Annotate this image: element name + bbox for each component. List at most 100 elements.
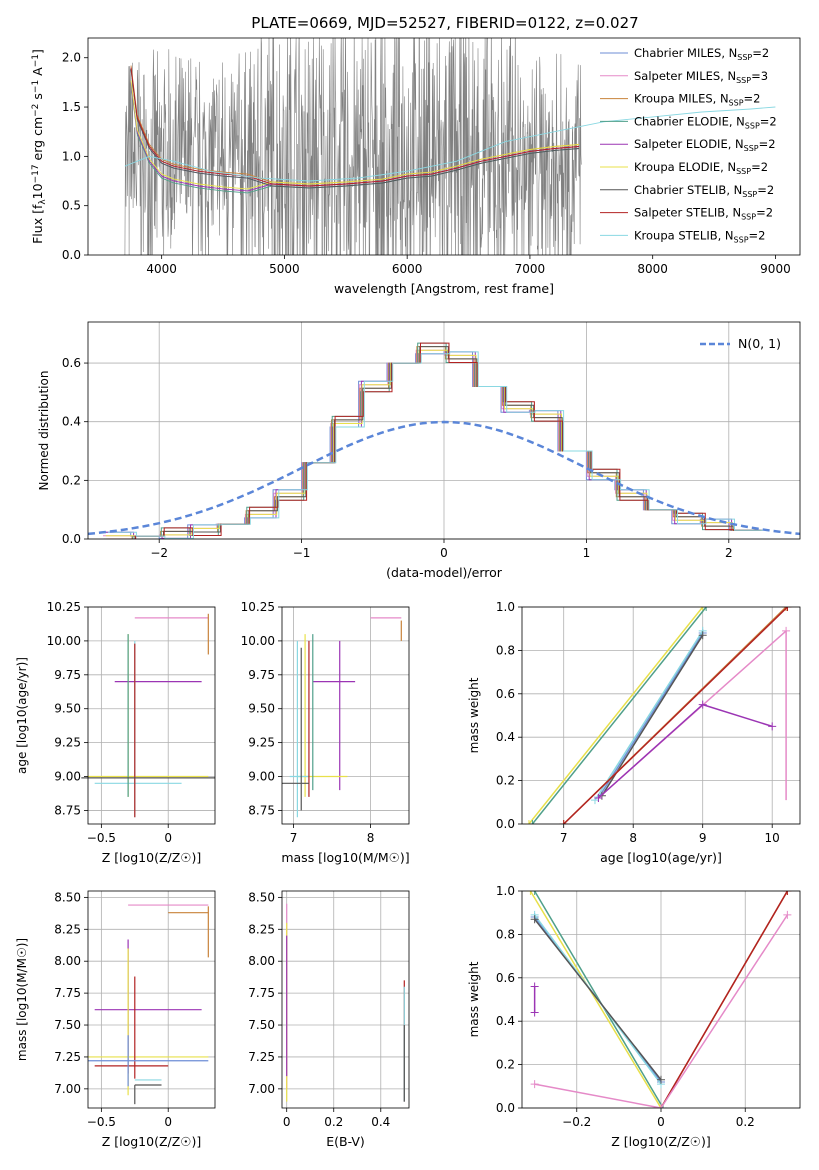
y-tick-label: 8.50 — [54, 890, 81, 904]
y-tick-label: 0.8 — [496, 927, 515, 941]
x-tick-label: 7000 — [515, 262, 546, 276]
histogram-chabrier-stelib — [106, 346, 762, 539]
clipped-group — [526, 891, 792, 1108]
axes-frame — [281, 890, 410, 1109]
x-tick-label: 10 — [765, 831, 780, 845]
y-tick-label: 9.75 — [248, 668, 275, 682]
y-tick-label: 7.50 — [54, 1018, 81, 1032]
x-tick-label: 7 — [560, 831, 568, 845]
y-tick-label: 9.75 — [54, 668, 81, 682]
x-tick-label: 7 — [290, 831, 298, 845]
x-tick-label: −1 — [293, 546, 311, 560]
legend-entry: Kroupa MILES, NSSP=2 — [634, 92, 760, 108]
x-tick-label: −0.5 — [87, 831, 116, 845]
y-tick-label: 1.0 — [496, 600, 515, 614]
y-tick-label: 7.75 — [248, 986, 275, 1000]
legend-entry: Salpeter MILES, NSSP=3 — [634, 69, 768, 85]
y-tick-label: 1.5 — [62, 100, 81, 114]
x-tick-label: 4000 — [146, 262, 177, 276]
y-axis-label: mass [log10(M/M☉)] — [15, 938, 29, 1061]
line-chabrier-elodie — [531, 607, 707, 824]
y-axis-label: age [log10(age/yr)] — [15, 657, 29, 774]
y-tick-label: 8.00 — [248, 954, 275, 968]
x-axis-label: age [log10(age/yr)] — [600, 850, 722, 865]
x-tick-label: 0 — [164, 831, 172, 845]
marker-chabrier-stelib — [657, 1075, 665, 1084]
panel-spectrum: 4000 5000 6000 7000 8000 9000 0.0 0.5 1.0 1.5 2.0 C… — [30, 37, 801, 296]
marker-salpeter-elodie — [594, 793, 603, 802]
axes-frame — [87, 321, 801, 540]
x-axis-label: mass [log10(M/M☉)] — [281, 850, 409, 865]
x-tick-label: 5000 — [269, 262, 300, 276]
model-chabrier-stelib — [130, 69, 580, 189]
model-salpeter-stelib — [130, 67, 580, 187]
line-chabrier-stelib — [601, 634, 704, 797]
y-tick-label: 0.2 — [62, 473, 81, 487]
y-axis-label: mass weight — [467, 961, 481, 1037]
y-tick-label: 10.25 — [241, 600, 275, 614]
x-axis-label: Z [log10(Z/Z☉)] — [102, 850, 202, 865]
model-kroupa-stelib — [124, 106, 776, 182]
clipped-group — [124, 38, 776, 255]
y-tick-label: 7.00 — [54, 1082, 81, 1096]
x-tick-label: 8 — [367, 831, 375, 845]
x-tick-label: 9 — [699, 831, 707, 845]
y-tick-label: 8.50 — [248, 890, 275, 904]
y-tick-label: 0.6 — [62, 356, 81, 370]
line-salpeter-elodie — [597, 703, 773, 799]
x-tick-label: 0 — [283, 1115, 291, 1129]
y-tick-label: 7.75 — [54, 986, 81, 1000]
legend-entry: N(0, 1) — [738, 336, 781, 351]
histogram-kroupa-stelib — [107, 351, 763, 539]
line-chabrier-stelib — [534, 918, 662, 1081]
y-tick-label: 0.0 — [496, 817, 515, 831]
line-salpeter-stelib — [660, 891, 789, 1108]
clipped-group — [88, 342, 800, 539]
observed-spectrum — [124, 38, 582, 255]
axes-frame — [281, 606, 410, 825]
y-tick-label: 0.0 — [496, 1101, 515, 1115]
x-tick-label: −0.5 — [87, 1115, 116, 1129]
axes-frame — [521, 890, 801, 1109]
x-tick-label: 2 — [725, 546, 733, 560]
y-tick-label: 0.0 — [62, 532, 81, 546]
panel-weight-vs-age: 7 8 9 10 0.0 0.2 0.4 0.6 0.8 1.0 age [log10(age/yr… — [467, 600, 801, 865]
y-tick-label: 0.4 — [496, 1014, 515, 1028]
marker-salpeter-elodie — [698, 700, 707, 709]
y-tick-label: 9.25 — [54, 736, 81, 750]
x-axis-label: E(B-V) — [326, 1134, 365, 1149]
marker-salpeter-stelib — [783, 607, 792, 611]
y-tick-label: 0.0 — [62, 248, 81, 262]
y-tick-label: 7.25 — [54, 1050, 81, 1064]
marker-salpeter-elodie — [530, 982, 539, 991]
marker-salpeter-elodie — [530, 1008, 539, 1017]
y-tick-label: 9.50 — [54, 702, 81, 716]
marker-kroupa-miles — [782, 607, 791, 611]
legend-entry: Kroupa STELIB, NSSP=2 — [634, 228, 765, 244]
spectrum-title: PLATE=0669, MJD=52527, FIBERID=0122, z=0… — [251, 14, 638, 32]
marker-salpeter-miles — [657, 1104, 665, 1108]
line-chabrier-miles — [597, 632, 704, 799]
y-tick-label: 9.00 — [248, 770, 275, 784]
gaussian-curve — [88, 420, 800, 536]
y-tick-label: 10.00 — [47, 634, 81, 648]
y-tick-label: 9.00 — [54, 770, 81, 784]
panel-age-vs-mass: 7 8 8.75 9.00 9.25 9.50 9.75 10.00 10.25 mass [lo… — [241, 600, 410, 865]
line-kroupa-elodie — [528, 607, 704, 824]
model-kroupa-elodie — [130, 80, 580, 190]
y-tick-label: 2.0 — [62, 51, 81, 65]
y-tick-label: 10.25 — [47, 600, 81, 614]
y-tick-label: 0.5 — [62, 199, 81, 213]
y-tick-label: 7.50 — [248, 1018, 275, 1032]
y-tick-label: 0.6 — [496, 687, 515, 701]
legend-entry: Chabrier STELIB, NSSP=2 — [634, 183, 774, 199]
x-tick-label: 8000 — [637, 262, 668, 276]
legend-entry: Chabrier ELODIE, NSSP=2 — [634, 114, 777, 130]
line-chabrier-elodie — [533, 891, 664, 1108]
histogram-chabrier-miles — [102, 351, 758, 539]
y-tick-label: 9.25 — [248, 736, 275, 750]
x-tick-label: 9000 — [760, 262, 791, 276]
axes-frame — [521, 606, 801, 825]
panel-mass-vs-Z: −0.5 0 7.00 7.25 7.50 7.75 8.00 8.25 8.50 Z [log1… — [15, 890, 216, 1149]
x-tick-label: 0.4 — [371, 1115, 390, 1129]
